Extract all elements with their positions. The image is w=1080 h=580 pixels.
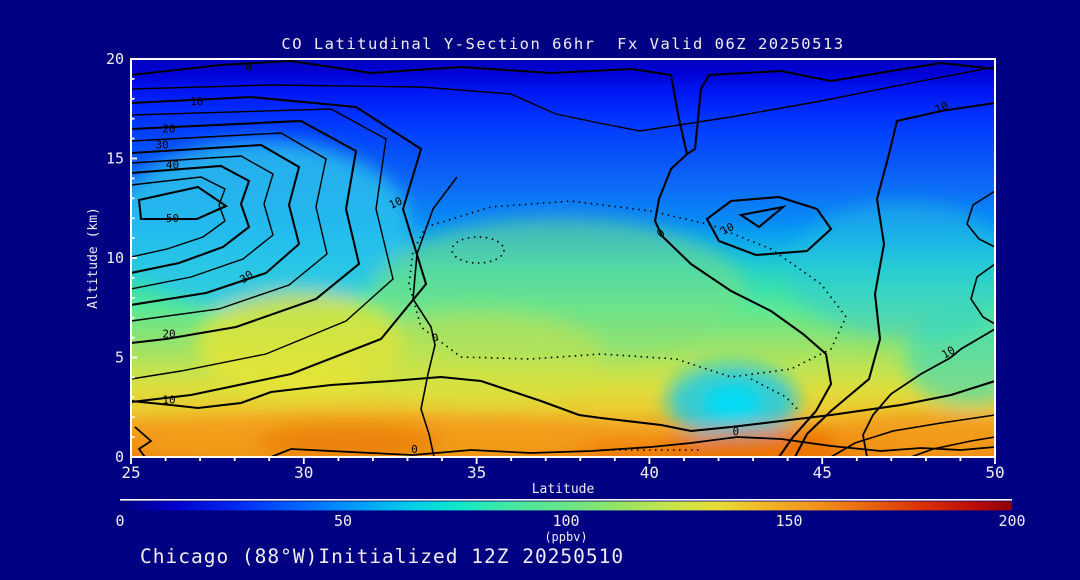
- y-tick-label: 0: [115, 448, 124, 466]
- field-patch: [905, 311, 995, 408]
- x-tick-label: 25: [121, 463, 140, 482]
- x-axis-title: Latitude: [532, 482, 595, 497]
- contour-level-label: 30: [155, 139, 168, 152]
- x-tick-label: 50: [985, 463, 1004, 482]
- contour-5-upper: [131, 66, 995, 132]
- contour-level-label: 30: [237, 268, 255, 286]
- colorbar-tick-label: 0: [115, 512, 124, 530]
- field-patch: [702, 384, 762, 423]
- y-tick-label: 5: [115, 349, 124, 367]
- contour-level-label: 20: [162, 328, 175, 341]
- contour-20-left: [131, 119, 361, 345]
- dotted-loop: [408, 200, 847, 378]
- colorbar-units-label: (ppbv): [544, 530, 587, 544]
- contour-35-left: [131, 155, 274, 290]
- contour-25-left: [131, 132, 328, 322]
- contour-40-left: [131, 164, 251, 275]
- contour-level-label: 10: [190, 95, 203, 108]
- contour-15-left: [131, 108, 394, 380]
- y-tick-label: 20: [106, 50, 124, 68]
- colorbar-tick-label: 200: [998, 512, 1025, 530]
- x-axis-tick-labels: 25 30 35 40 45 50: [121, 463, 1004, 482]
- contour-10-right-diagonal: [862, 328, 995, 457]
- dotted-segment: [750, 378, 800, 412]
- colorbar-top-line: [120, 499, 1012, 501]
- contour-level-label: 10: [719, 220, 737, 237]
- x-tick-label: 45: [813, 463, 832, 482]
- contour-level-label: 10: [162, 393, 175, 406]
- contour-right-arc-upper: [966, 190, 995, 248]
- contour-level-label: 10: [933, 99, 951, 116]
- field-patch: [829, 413, 995, 457]
- colorbar: 0 50 100 150 200 (ppbv): [115, 499, 1026, 544]
- contour-level-label: 0: [411, 443, 418, 456]
- y-axis-ticks: [131, 58, 137, 458]
- field-patch: [355, 311, 605, 408]
- chart-title: CO Latitudinal Y-Section 66hr Fx Valid 0…: [281, 35, 844, 53]
- contour-10-left: [131, 95, 428, 404]
- x-axis-ticks: [130, 457, 996, 464]
- contour-30-left: [131, 143, 301, 307]
- colorbar-tick-labels: 0 50 100 150 200: [115, 512, 1025, 530]
- colorbar-tick-label: 100: [552, 512, 579, 530]
- x-tick-label: 40: [640, 463, 659, 482]
- contour-level-label: 10: [939, 344, 957, 362]
- x-tick-label: 35: [467, 463, 486, 482]
- contour-bottom-right-1: [830, 414, 995, 457]
- contour-lines: [131, 59, 995, 457]
- contour-blob-inner-triangle: [738, 205, 787, 229]
- contour-level-label: 10: [387, 194, 405, 211]
- y-axis-title: Altitude (km): [86, 207, 101, 309]
- contour-level-label: 20: [162, 123, 175, 136]
- y-tick-label: 10: [106, 249, 124, 267]
- contour-10-closed-blob: [705, 195, 833, 257]
- colorbar-tick-label: 150: [775, 512, 802, 530]
- colorbar-bar: [120, 501, 1012, 511]
- color-field-patches: [131, 140, 995, 457]
- contour-level-label: 50: [166, 212, 179, 225]
- contour-level-label: 0: [245, 61, 252, 74]
- contour-right-arc-lower: [970, 263, 995, 325]
- dotted-inner-oval: [451, 236, 505, 264]
- contour-level-label: 40: [166, 159, 179, 172]
- negative-dotted-contours: [408, 200, 847, 451]
- contour-bottom-right-2: [910, 436, 995, 457]
- contour-corner-zigzag: [134, 426, 153, 457]
- contour-0-bottom: [270, 436, 995, 457]
- field-patch: [131, 140, 411, 312]
- contour-45-left: [131, 176, 226, 258]
- contour-0-top: [131, 59, 995, 156]
- x-tick-label: 30: [294, 463, 313, 482]
- y-tick-label: 15: [106, 150, 124, 168]
- contour-level-label: 0: [732, 425, 739, 438]
- field-patch: [787, 202, 995, 338]
- contour-10-bottom: [131, 375, 995, 433]
- contour-0-central: [653, 153, 833, 457]
- contour-level-label: 0: [432, 332, 439, 345]
- footer-run-info: Chicago (88°W)Initialized 12Z 20250510: [140, 545, 624, 568]
- y-axis-tick-labels: 0 5 10 15 20: [106, 50, 124, 466]
- field-patch: [196, 291, 404, 396]
- colorbar-tick-label: 50: [334, 512, 352, 530]
- contour-50-core: [137, 185, 229, 221]
